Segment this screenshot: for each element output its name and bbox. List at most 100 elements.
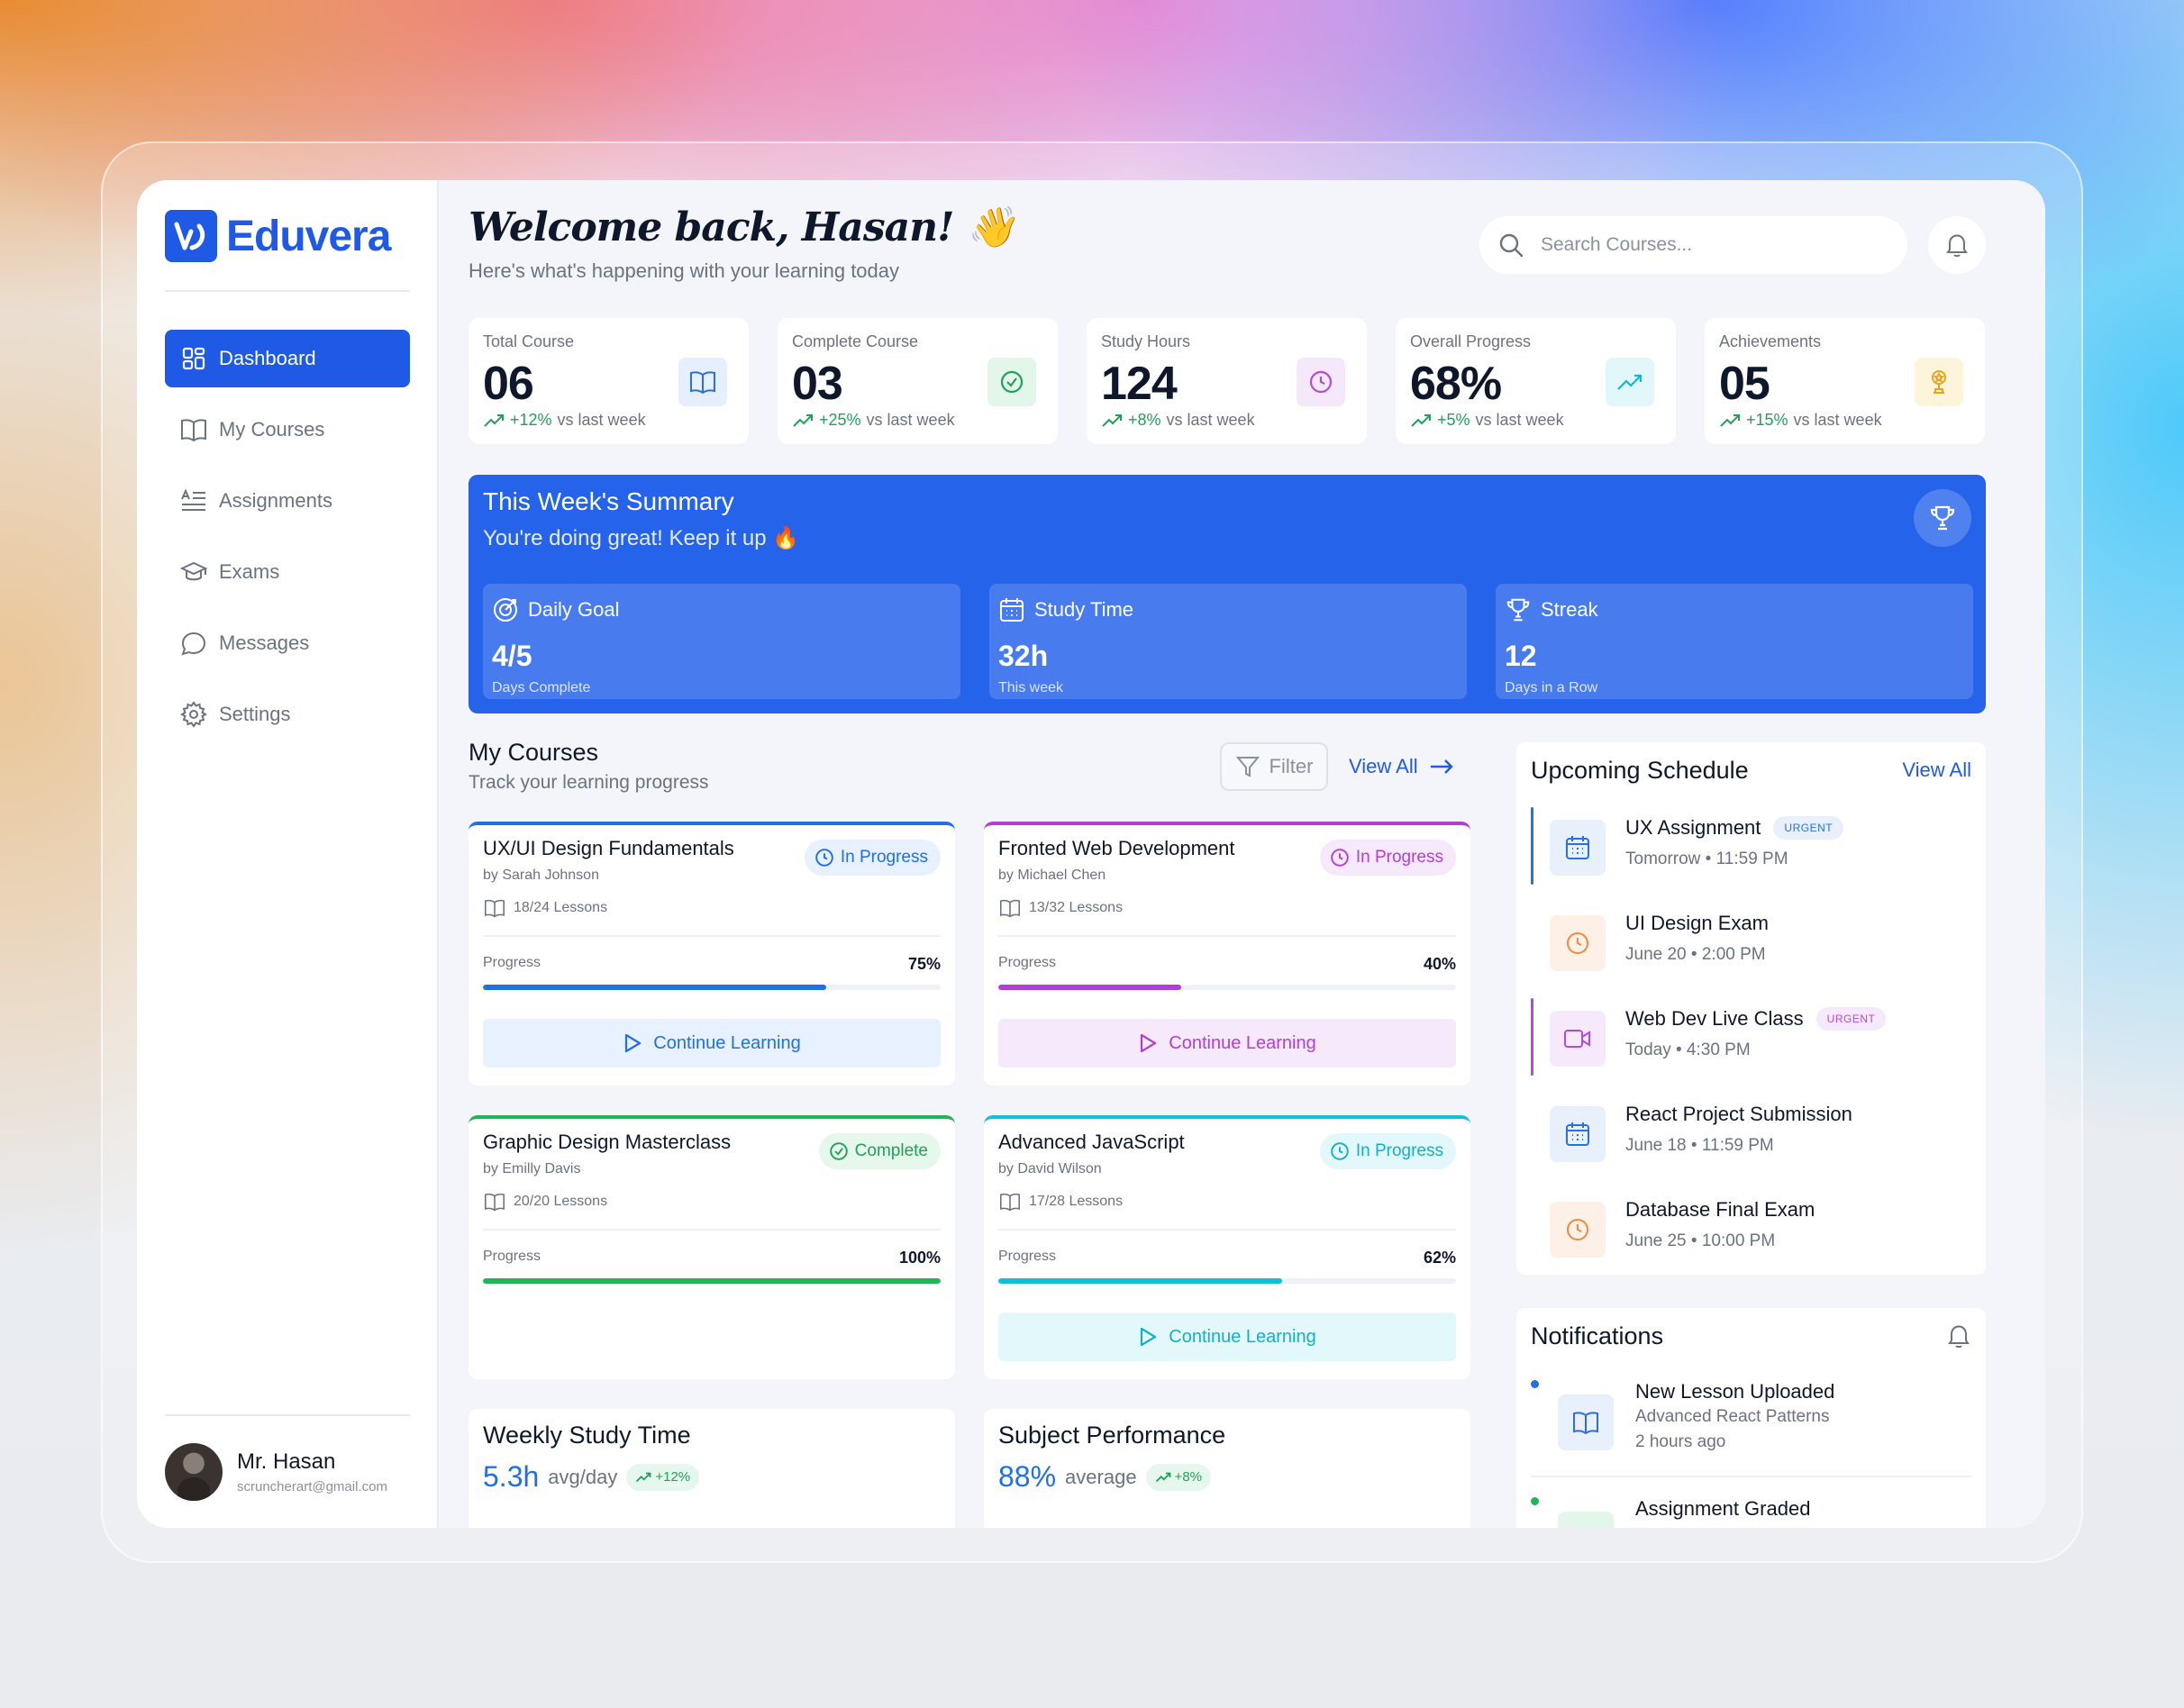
continue-learning-button[interactable]: Continue Learning (998, 1313, 1456, 1361)
courses-view-all-link[interactable]: View All (1349, 755, 1454, 778)
summary-card-value: 12 (1505, 640, 1537, 672)
play-icon (1138, 1326, 1158, 1348)
sidebar-item-exams[interactable]: Exams (165, 543, 410, 601)
calendar-icon (1550, 820, 1606, 876)
notification-title: Assignment Graded (1635, 1497, 1811, 1520)
schedule-meta: June 20 • 2:00 PM (1625, 945, 1766, 964)
notification-item[interactable]: Assignment Graded (1531, 1497, 1981, 1528)
sidebar-item-messages[interactable]: Messages (165, 614, 410, 672)
schedule-meta: June 18 • 11:59 PM (1625, 1136, 1774, 1155)
stat-trend: +15% vs last week (1719, 411, 1882, 430)
continue-label: Continue Learning (1169, 1032, 1316, 1053)
summary-card-label: Study Time (1034, 598, 1134, 621)
search-input[interactable]: Search Courses... (1479, 216, 1907, 274)
summary-card-value: 4/5 (492, 640, 532, 672)
continue-learning-button[interactable]: Continue Learning (483, 1019, 941, 1068)
schedule-day: June 18 (1625, 1136, 1687, 1155)
schedule-item[interactable]: React Project Submission June 18 • 11:59… (1531, 1094, 1963, 1171)
course-instructor: by Sarah Johnson (483, 868, 599, 883)
stat-card-achievements[interactable]: Achievements 05 +15% vs last week (1705, 318, 1985, 444)
notification-divider (1531, 1476, 1971, 1477)
course-title: UX/UI Design Fundamentals (483, 837, 734, 859)
user-profile[interactable]: Mr. Hasan scruncherart@gmail.com (165, 1414, 410, 1501)
progress-row: Progress 100% (483, 1249, 941, 1267)
trending-up-icon (1155, 1472, 1171, 1483)
courses-header: My Courses Track your learning progress (469, 739, 709, 794)
stat-card-study-hours[interactable]: Study Hours 124 +8% vs last week (1087, 318, 1367, 444)
stat-trend-note: vs last week (866, 411, 955, 429)
logo-mark-icon (165, 210, 217, 262)
sidebar-item-settings[interactable]: Settings (165, 686, 410, 743)
stat-card-overall-progress[interactable]: Overall Progress 68% +5% vs last week (1396, 318, 1676, 444)
stats-row: Total Course 06 +12% vs last week Comple… (469, 318, 1985, 444)
schedule-day: June 20 (1625, 945, 1687, 964)
schedule-meta: Today • 4:30 PM (1625, 1040, 1751, 1059)
stat-trend: +5% vs last week (1410, 411, 1564, 430)
bell-icon[interactable] (1946, 1322, 1971, 1349)
schedule-view-all-link[interactable]: View All (1902, 759, 1971, 781)
stat-card-complete-course[interactable]: Complete Course 03 +25% vs last week (778, 318, 1058, 444)
notification-item[interactable]: New Lesson Uploaded Advanced React Patte… (1531, 1380, 1981, 1479)
course-card[interactable]: Advanced JavaScript by David Wilson 17/2… (984, 1115, 1470, 1379)
trophy-icon (1505, 596, 1532, 623)
progress-percent: 62% (1423, 1249, 1456, 1267)
stat-trend-value: +12% (510, 411, 552, 429)
target-icon (492, 596, 519, 623)
grid-icon (179, 344, 208, 373)
chart-title: Weekly Study Time (483, 1422, 691, 1449)
sidebar-item-my-courses[interactable]: My Courses (165, 401, 410, 459)
course-title: Advanced JavaScript (998, 1131, 1185, 1153)
stat-card-total-course[interactable]: Total Course 06 +12% vs last week (469, 318, 749, 444)
list-icon (179, 486, 208, 515)
urgent-badge: URGENT (1773, 816, 1844, 840)
notifications-button[interactable] (1928, 216, 1986, 274)
course-instructor: by Emilly Davis (483, 1161, 581, 1177)
schedule-item[interactable]: UX Assignment URGENT Tomorrow • 11:59 PM (1531, 807, 1963, 885)
stat-trend: +12% vs last week (483, 411, 646, 430)
trending-up-icon (1101, 413, 1123, 428)
sidebar-item-assignments[interactable]: Assignments (165, 472, 410, 530)
summary-card-study-time: Study Time 32h This week (989, 584, 1467, 699)
schedule-meta: Tomorrow • 11:59 PM (1625, 849, 1788, 868)
course-lessons-count: 20/20 Lessons (514, 1194, 608, 1209)
course-divider (483, 935, 941, 937)
schedule-time: 2:00 PM (1701, 945, 1766, 964)
unread-dot (1531, 1380, 1539, 1388)
course-lessons: 13/32 Lessons (998, 898, 1456, 918)
stat-label: Overall Progress (1410, 332, 1532, 350)
sidebar-item-label: Messages (219, 631, 310, 654)
stat-label: Complete Course (792, 332, 919, 350)
continue-learning-button[interactable]: Continue Learning (998, 1019, 1456, 1068)
course-card[interactable]: Fronted Web Development by Michael Chen … (984, 822, 1470, 1086)
stat-trend-value: +8% (1128, 411, 1161, 429)
weekly-study-time-card: Weekly Study Time 5.3h avg/day +12% (469, 1409, 955, 1528)
clock-icon (1550, 1202, 1606, 1258)
sidebar-item-label: Dashboard (219, 347, 316, 369)
schedule-item[interactable]: UI Design Exam June 20 • 2:00 PM (1531, 903, 1963, 980)
course-lessons: 18/24 Lessons (483, 898, 941, 918)
filter-button[interactable]: Filter (1220, 742, 1328, 791)
sidebar-item-dashboard[interactable]: Dashboard (165, 330, 410, 387)
course-lessons-count: 17/28 Lessons (1029, 1194, 1124, 1209)
gear-icon (179, 700, 208, 729)
stat-label: Study Hours (1101, 332, 1191, 350)
panel-title: Upcoming Schedule (1531, 757, 1749, 784)
trending-up-icon (635, 1472, 651, 1483)
course-card[interactable]: UX/UI Design Fundamentals by Sarah Johns… (469, 822, 955, 1086)
summary-trophy-button[interactable] (1914, 489, 1971, 547)
status-badge: In Progress (1319, 840, 1456, 876)
schedule-item[interactable]: Database Final Exam June 25 • 10:00 PM (1531, 1189, 1963, 1267)
video-icon (1550, 1011, 1606, 1067)
progress-row: Progress 62% (998, 1249, 1456, 1267)
schedule-accent (1531, 807, 1533, 885)
change-value: +8% (1174, 1469, 1203, 1485)
schedule-item[interactable]: Web Dev Live Class URGENT Today • 4:30 P… (1531, 998, 1963, 1076)
courses-subtitle: Track your learning progress (469, 772, 709, 793)
schedule-time: 11:59 PM (1715, 849, 1788, 868)
course-card[interactable]: Graphic Design Masterclass by Emilly Dav… (469, 1115, 955, 1379)
trending-up-icon (1410, 413, 1432, 428)
chart-title: Subject Performance (998, 1422, 1226, 1449)
user-name: Mr. Hasan (237, 1449, 336, 1474)
brand-logo[interactable]: Eduvera (165, 209, 410, 263)
progress-bar (483, 985, 941, 990)
